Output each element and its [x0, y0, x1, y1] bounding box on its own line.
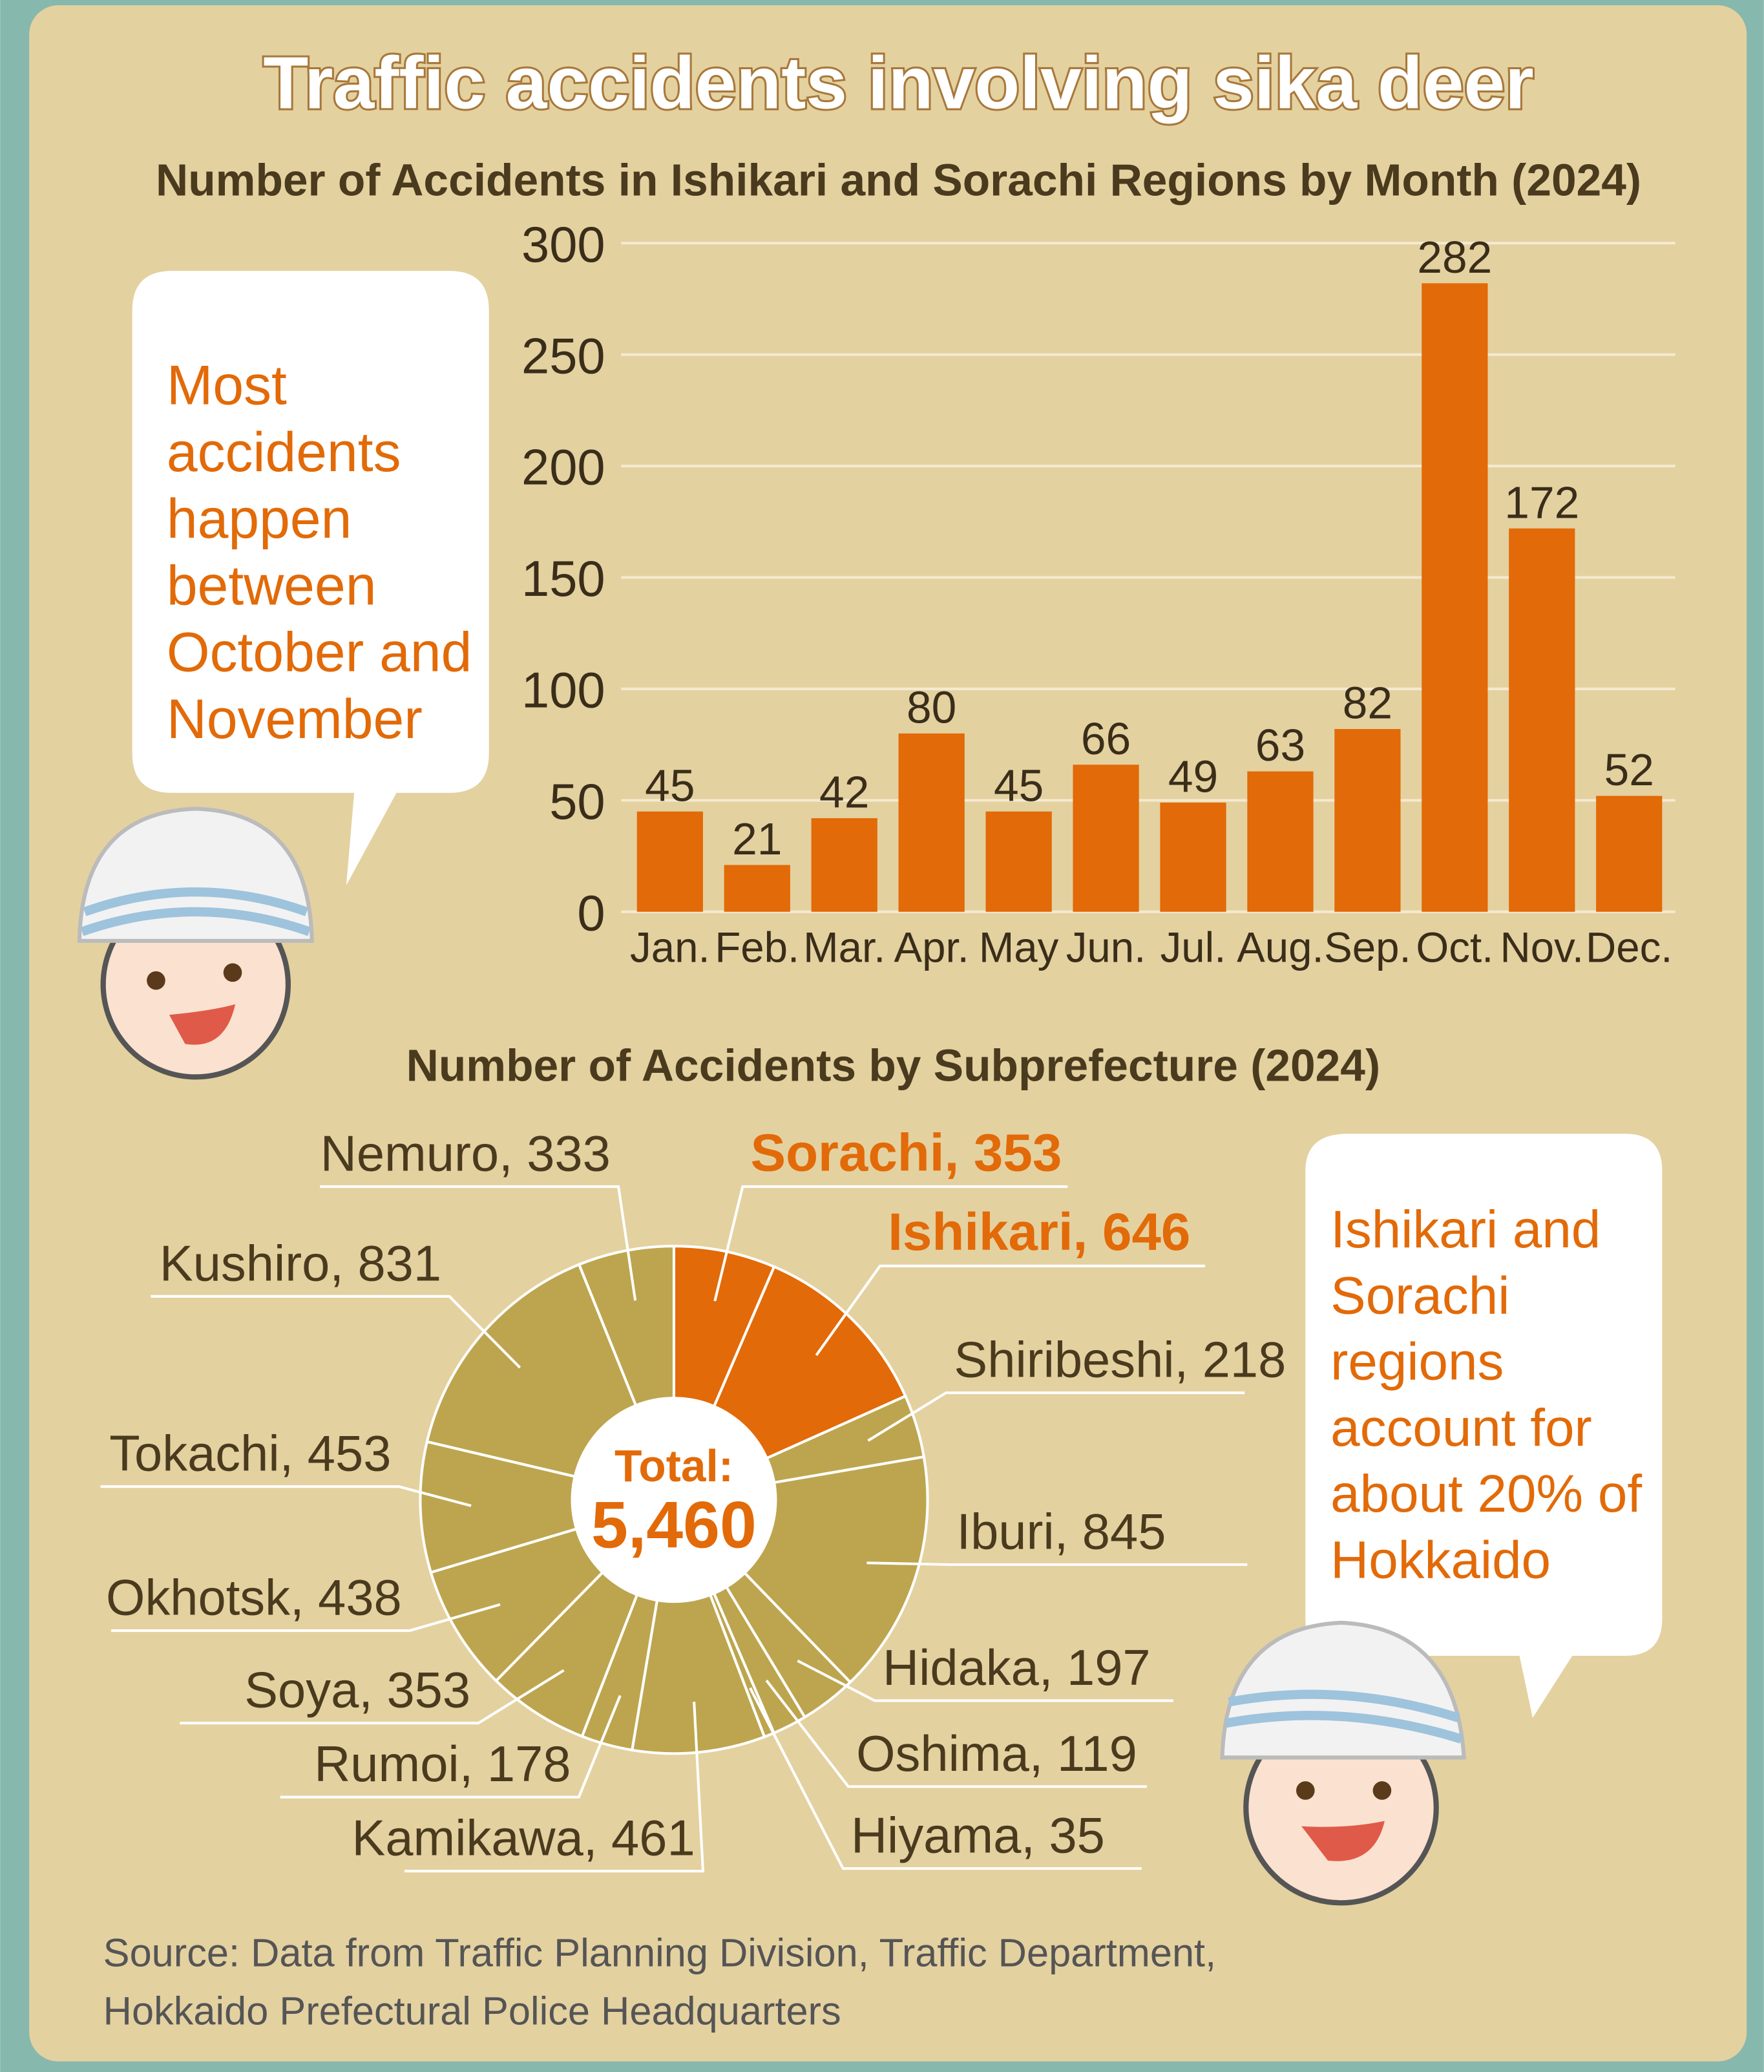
slice-label: Ishikari, 646 — [888, 1203, 1190, 1262]
slice-label: Rumoi, 178 — [314, 1737, 571, 1792]
slice-label: Tokachi, 453 — [109, 1426, 391, 1482]
bar — [724, 865, 790, 911]
bar-chart-title: Number of Accidents in Ishikari and Sora… — [156, 155, 1641, 206]
slice-label: Nemuro, 333 — [320, 1126, 611, 1182]
bar — [1334, 729, 1400, 912]
callout-line: account for — [1330, 1399, 1592, 1457]
y-tick-label: 100 — [521, 663, 605, 719]
x-tick-label: Jan. — [630, 924, 710, 971]
center-total: 5,460 — [591, 1487, 757, 1561]
x-tick-label: Sep. — [1324, 924, 1411, 971]
callout-line: regions — [1330, 1333, 1504, 1391]
slice-label: Soya, 353 — [244, 1663, 470, 1718]
callout-line: October and — [167, 622, 472, 684]
slice-label: Hiyama, 35 — [851, 1808, 1105, 1864]
callout-line: accidents — [167, 421, 401, 483]
x-tick-label: Dec. — [1586, 924, 1673, 971]
y-tick-label: 200 — [521, 440, 605, 496]
x-tick-label: Jun. — [1066, 924, 1146, 971]
y-tick-label: 50 — [549, 774, 605, 830]
bar — [637, 812, 703, 912]
data-label: 66 — [1081, 714, 1131, 764]
callout-line: Most — [167, 355, 287, 417]
slice-label: Sorachi, 353 — [751, 1124, 1062, 1183]
slice-label: Oshima, 119 — [856, 1726, 1137, 1782]
y-tick-label: 300 — [521, 217, 605, 273]
source-text: Source: Data from Traffic Planning Divis… — [103, 1930, 1216, 1974]
data-label: 82 — [1343, 678, 1392, 728]
y-tick-label: 250 — [521, 328, 605, 384]
data-label: 21 — [732, 814, 782, 864]
x-tick-label: Aug. — [1237, 924, 1324, 971]
data-label: 45 — [994, 760, 1044, 810]
bar — [1160, 803, 1226, 912]
bar — [1073, 765, 1139, 912]
bar — [1596, 796, 1662, 911]
data-label: 80 — [907, 682, 956, 733]
x-tick-label: May — [979, 924, 1059, 971]
bar — [1422, 283, 1487, 912]
bar — [1247, 772, 1313, 912]
callout-line: Ishikari and — [1330, 1200, 1601, 1259]
slice-label: Okhotsk, 438 — [106, 1570, 402, 1626]
slice-label: Kushiro, 831 — [160, 1236, 441, 1291]
data-label: 63 — [1255, 720, 1305, 770]
data-label: 45 — [645, 760, 695, 810]
slice-label: Iburi, 845 — [957, 1504, 1166, 1559]
x-tick-label: Oct. — [1416, 924, 1493, 971]
slice-label: Shiribeshi, 218 — [954, 1333, 1286, 1388]
bar — [986, 812, 1052, 912]
data-label: 49 — [1168, 751, 1218, 801]
callout-line: about 20% of — [1330, 1464, 1642, 1523]
x-tick-label: Nov. — [1500, 924, 1584, 971]
source-text: Hokkaido Prefectural Police Headquarters — [103, 1988, 841, 2033]
data-label: 282 — [1417, 232, 1492, 282]
bar — [1509, 529, 1575, 912]
center-label: Total: — [614, 1441, 733, 1491]
data-label: 172 — [1504, 477, 1579, 527]
y-tick-label: 150 — [521, 551, 605, 607]
slice-label: Hidaka, 197 — [883, 1640, 1151, 1696]
infographic: Traffic accidents involving sika deer Nu… — [0, 0, 1764, 2072]
bar — [812, 818, 877, 912]
x-tick-label: Feb. — [715, 924, 799, 971]
x-tick-label: Mar. — [803, 924, 885, 971]
main-title: Traffic accidents involving sika deer — [263, 42, 1533, 125]
bar — [899, 734, 965, 912]
x-tick-label: Jul. — [1160, 924, 1226, 971]
pie-chart-title: Number of Accidents by Subprefecture (20… — [406, 1041, 1381, 1091]
data-label: 42 — [819, 767, 869, 818]
callout-line: Hokkaido — [1330, 1530, 1551, 1589]
y-tick-label: 0 — [577, 885, 605, 941]
callout-line: between — [167, 555, 377, 617]
callout-line: November — [167, 688, 423, 750]
data-label: 52 — [1604, 745, 1654, 795]
callout-line: happen — [167, 488, 352, 550]
page: Traffic accidents involving sika deer Nu… — [0, 0, 1764, 2072]
callout-line: Sorachi — [1330, 1266, 1509, 1325]
slice-label: Kamikawa, 461 — [352, 1811, 695, 1866]
x-tick-label: Apr. — [894, 924, 969, 971]
